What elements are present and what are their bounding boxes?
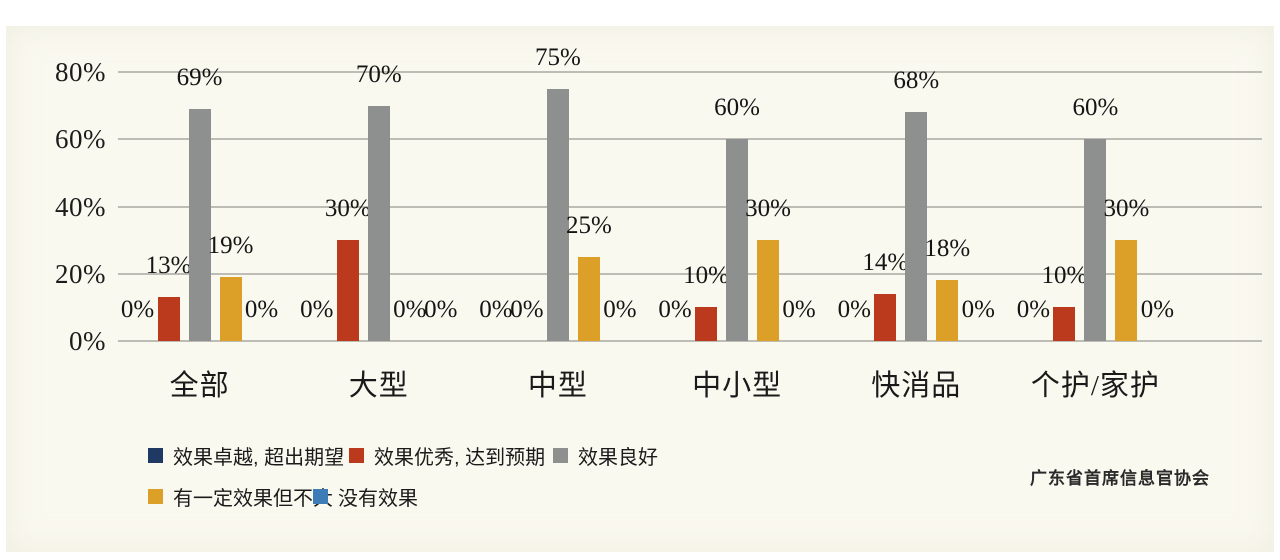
category-label: 个护/家护 [1030, 370, 1160, 402]
bar-3-个护/家护 [1084, 139, 1107, 341]
legend-swatch-blue [313, 489, 328, 504]
legend-label: 效果优秀, 达到预期 [374, 447, 546, 469]
legend-swatch-red [349, 448, 364, 463]
source-credit: 广东省首席信息官协会 [1030, 469, 1210, 488]
value-label: 10% [683, 262, 729, 289]
gridline [118, 138, 1262, 141]
value-label: 60% [714, 94, 760, 121]
bar-2-个护/家护 [1053, 307, 1076, 341]
legend-label: 效果良好 [578, 447, 658, 469]
value-label: 19% [207, 232, 254, 259]
category-label: 大型 [348, 370, 409, 402]
bar-3-全部 [188, 109, 211, 341]
value-label: 0% [424, 296, 458, 323]
y-axis-tick-label: 80% [55, 57, 106, 87]
value-label: 0% [479, 296, 513, 323]
category-label: 快消品 [871, 370, 962, 402]
legend-item-good: 效果良好 [553, 441, 658, 470]
value-label: 0% [658, 296, 692, 323]
legend-item-no-effect: 没有效果 [313, 482, 418, 511]
legend-item-excellent-beyond: 效果卓越, 超出期望 [148, 441, 344, 470]
value-label: 0% [120, 296, 155, 323]
value-label: 0% [393, 296, 427, 323]
value-label: 75% [534, 44, 581, 71]
value-label: 0% [1016, 296, 1051, 323]
bar-3-快消品 [905, 112, 928, 341]
value-label: 0% [782, 296, 816, 323]
value-label: 0% [961, 296, 995, 323]
legend-swatch-gray [553, 448, 568, 463]
value-label: 60% [1072, 94, 1119, 121]
value-label: 14% [862, 249, 909, 276]
category-label: 全部 [169, 370, 230, 402]
legend-label: 有一定效果但不大 [173, 488, 333, 510]
legend-item-some-effect: 有一定效果但不大 [148, 482, 333, 511]
bar-4-快消品 [936, 280, 959, 341]
value-label: 13% [145, 252, 192, 279]
bar-2-中小型 [695, 307, 718, 341]
value-label: 0% [244, 296, 279, 323]
bar-3-中小型 [726, 139, 749, 341]
category-label: 中小型 [692, 370, 783, 402]
category-label: 中型 [527, 370, 588, 402]
value-label: 0% [300, 296, 334, 323]
bar-2-大型 [336, 240, 359, 341]
y-axis-tick-label: 20% [55, 258, 106, 289]
value-label: 0% [1140, 296, 1175, 323]
gridline [118, 340, 1262, 342]
value-label: 0% [837, 296, 871, 323]
gridline [118, 205, 1262, 208]
bar-3-大型 [367, 106, 390, 341]
value-label: 10% [1041, 262, 1088, 289]
value-label: 0% [510, 296, 544, 323]
value-label: 30% [745, 195, 791, 222]
y-axis-tick-label: 40% [55, 191, 106, 222]
legend-label: 效果卓越, 超出期望 [173, 447, 345, 469]
legend-item-excellent-met: 效果优秀, 达到预期 [349, 441, 545, 470]
value-label: 30% [324, 195, 371, 222]
value-label: 18% [924, 235, 971, 262]
bar-4-个护/家护 [1115, 240, 1138, 341]
value-label: 68% [893, 67, 940, 94]
value-label: 0% [603, 296, 637, 323]
bar-3-中型 [546, 89, 569, 341]
bar-4-中型 [577, 257, 600, 341]
scanned-paper-background [6, 26, 1274, 552]
value-label: 69% [176, 64, 223, 91]
value-label: 25% [565, 212, 612, 239]
value-label: 70% [355, 61, 402, 88]
y-axis-tick-label: 60% [55, 124, 106, 155]
bar-2-快消品 [874, 294, 897, 341]
y-axis-tick-label: 0% [69, 326, 106, 356]
gridline [118, 272, 1262, 275]
bar-2-全部 [157, 297, 180, 341]
bar-4-全部 [219, 277, 242, 341]
value-label: 30% [1103, 195, 1150, 222]
legend-label: 没有效果 [338, 488, 418, 510]
bar-4-中小型 [757, 240, 780, 341]
legend-swatch-navy [148, 448, 163, 463]
legend-swatch-orange [148, 489, 163, 504]
gridline [118, 71, 1262, 73]
